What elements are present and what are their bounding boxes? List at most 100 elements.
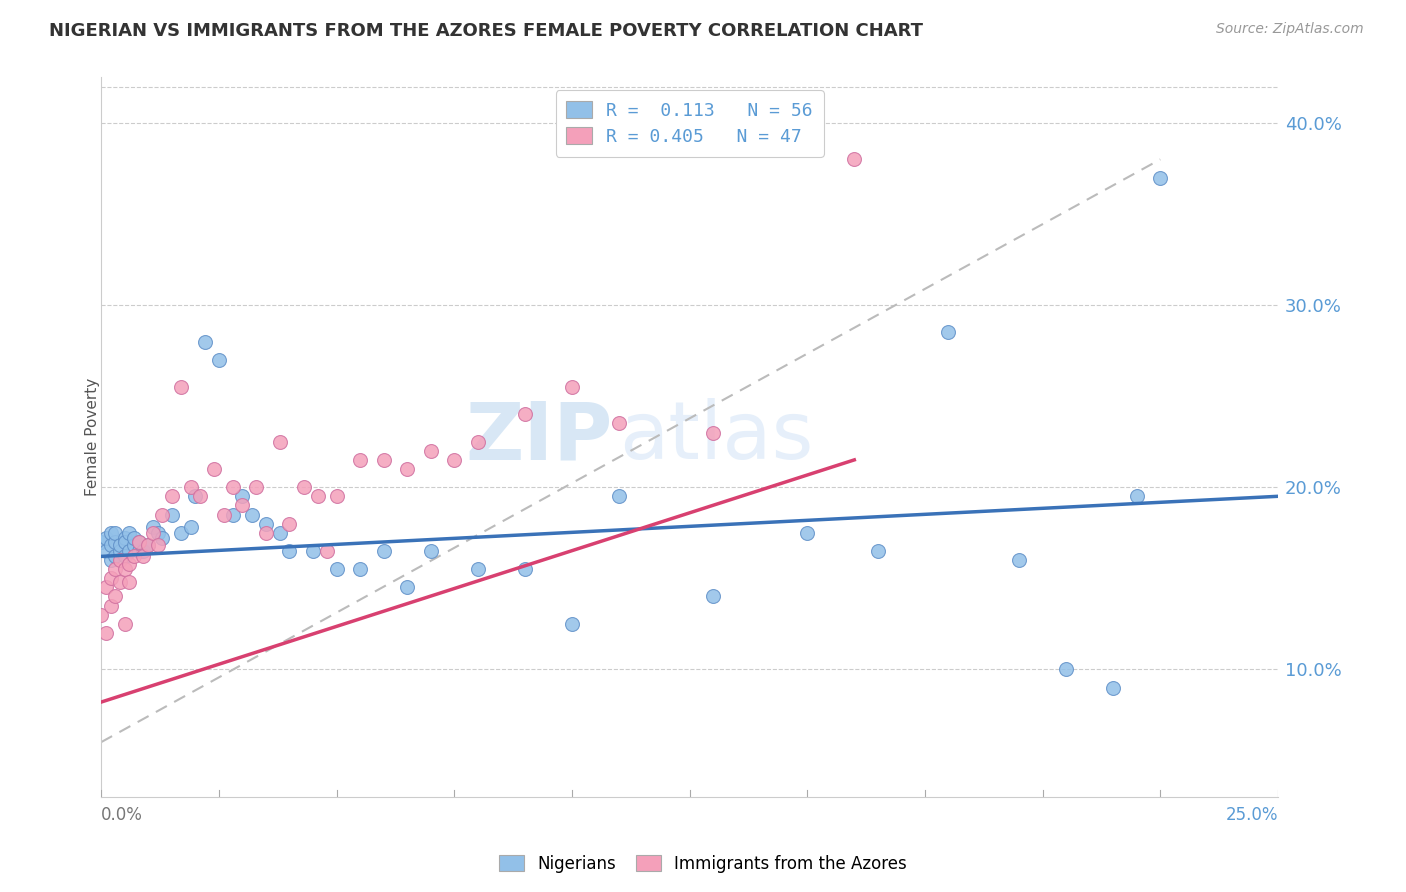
Point [108, 553, 131, 567]
Point [307, 489, 329, 503]
Point [104, 534, 127, 549]
Point [443, 453, 465, 467]
Point [349, 453, 371, 467]
Point [104, 525, 127, 540]
Point [118, 525, 141, 540]
Point [938, 326, 960, 340]
Point [844, 153, 866, 167]
Point [702, 425, 724, 440]
Point [142, 520, 165, 534]
Point [325, 562, 347, 576]
Point [419, 544, 441, 558]
Point [122, 531, 145, 545]
Point [90, 607, 112, 622]
Point [1054, 662, 1077, 676]
Point [94, 580, 117, 594]
Point [108, 574, 131, 589]
Point [607, 489, 630, 503]
Point [180, 520, 202, 534]
Point [419, 443, 441, 458]
Point [278, 544, 301, 558]
Point [702, 590, 724, 604]
Point [104, 562, 127, 576]
Point [231, 489, 253, 503]
Point [114, 534, 136, 549]
Point [94, 626, 117, 640]
Point [373, 544, 395, 558]
Point [278, 516, 301, 531]
Point [150, 508, 173, 522]
Point [160, 508, 183, 522]
Point [180, 480, 202, 494]
Point [136, 539, 159, 553]
Point [94, 544, 117, 558]
Point [100, 539, 122, 553]
Point [114, 549, 136, 564]
Text: ZIP: ZIP [465, 398, 613, 476]
Point [373, 453, 395, 467]
Point [118, 557, 141, 571]
Point [136, 539, 159, 553]
Point [114, 616, 136, 631]
Point [316, 544, 339, 558]
Point [100, 599, 122, 613]
Point [170, 525, 193, 540]
Point [467, 562, 489, 576]
Point [254, 525, 277, 540]
Point [128, 544, 150, 558]
Point [114, 531, 136, 545]
Point [212, 508, 235, 522]
Point [561, 380, 583, 394]
Point [254, 516, 277, 531]
Point [184, 489, 207, 503]
Point [128, 534, 150, 549]
Point [118, 544, 141, 558]
Text: 25.0%: 25.0% [1226, 805, 1278, 824]
Text: Source: ZipAtlas.com: Source: ZipAtlas.com [1216, 22, 1364, 37]
Point [1008, 553, 1031, 567]
Point [142, 525, 165, 540]
Y-axis label: Female Poverty: Female Poverty [86, 378, 100, 496]
Legend: Nigerians, Immigrants from the Azores: Nigerians, Immigrants from the Azores [492, 848, 914, 880]
Point [122, 549, 145, 564]
Point [269, 525, 291, 540]
Text: NIGERIAN VS IMMIGRANTS FROM THE AZORES FEMALE POVERTY CORRELATION CHART: NIGERIAN VS IMMIGRANTS FROM THE AZORES F… [49, 22, 924, 40]
Point [100, 525, 122, 540]
Point [100, 553, 122, 567]
Point [866, 544, 889, 558]
Point [292, 480, 315, 494]
Point [222, 508, 245, 522]
Point [1149, 170, 1171, 185]
Point [150, 531, 173, 545]
Text: atlas: atlas [619, 398, 813, 476]
Point [128, 534, 150, 549]
Point [108, 544, 131, 558]
Point [231, 499, 253, 513]
Point [561, 616, 583, 631]
Point [122, 539, 145, 553]
Point [100, 571, 122, 585]
Point [513, 408, 536, 422]
Point [188, 489, 211, 503]
Point [1125, 489, 1147, 503]
Point [302, 544, 325, 558]
Point [396, 580, 419, 594]
Point [269, 434, 291, 449]
Point [240, 508, 263, 522]
Point [325, 489, 347, 503]
Point [146, 525, 169, 540]
Point [108, 539, 131, 553]
Text: 0.0%: 0.0% [101, 805, 143, 824]
Point [160, 489, 183, 503]
Point [104, 549, 127, 564]
Point [94, 531, 117, 545]
Point [104, 590, 127, 604]
Point [513, 562, 536, 576]
Point [349, 562, 371, 576]
Point [1102, 681, 1125, 695]
Point [194, 334, 217, 349]
Point [208, 352, 231, 367]
Point [202, 462, 225, 476]
Point [118, 574, 141, 589]
Point [607, 417, 630, 431]
